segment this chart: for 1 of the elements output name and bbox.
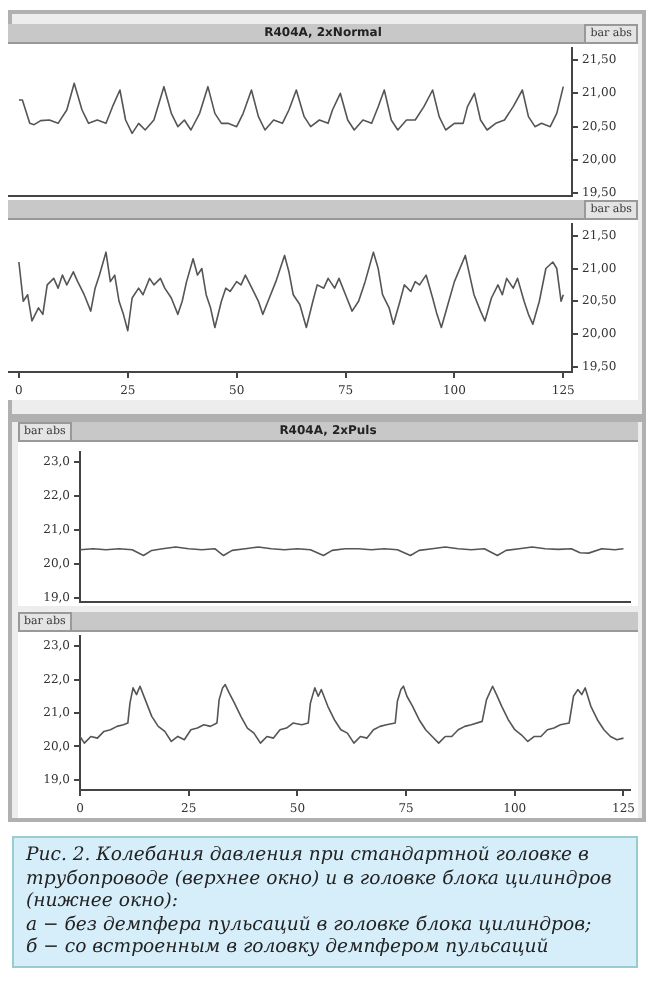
text: Рис. 2. Колебания давления при стандартной головке в трубопроводе (верхнее окно) и в головке блока цилиндров (нижнее окно): а − без демпфера пульсаций в головке блока цилиндров; б − со встроенным в головку демпфером пульсаций — [12, 836, 638, 968]
